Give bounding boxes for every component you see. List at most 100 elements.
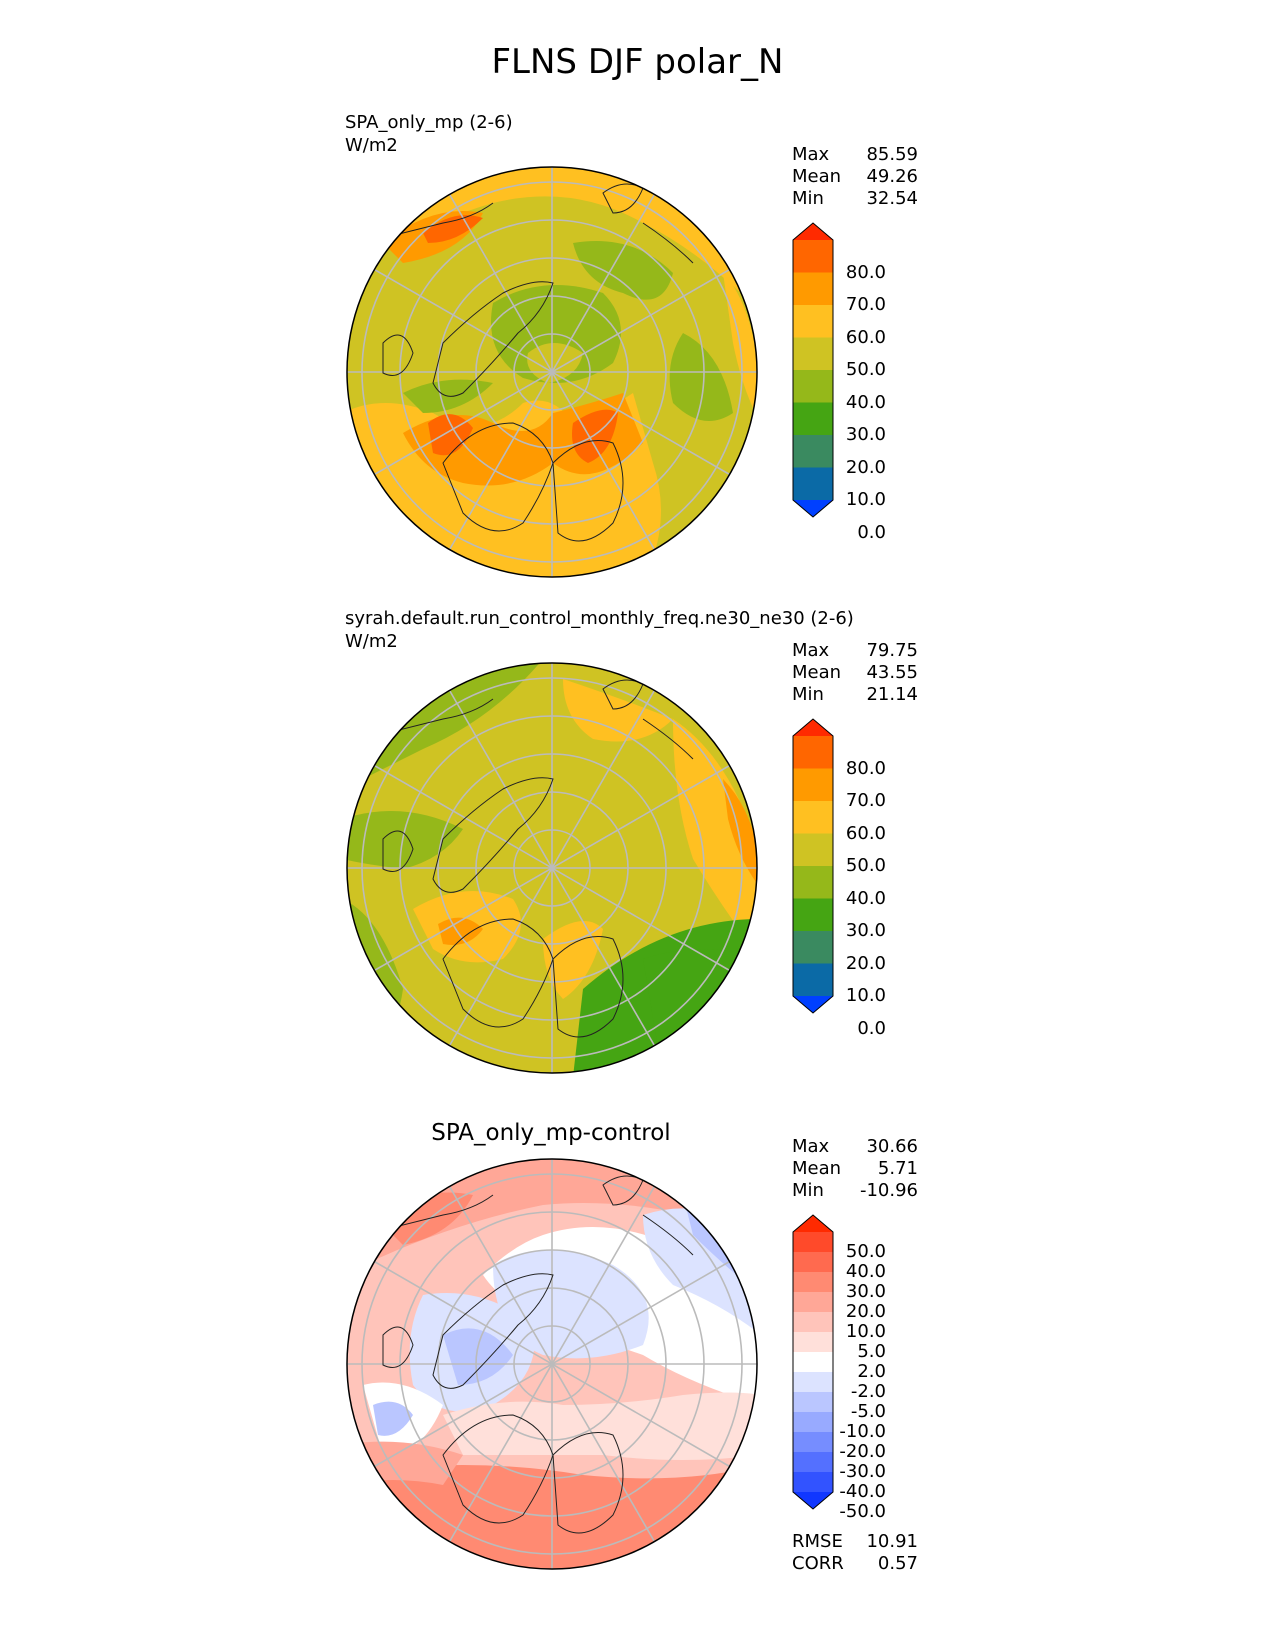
colorbar-segment [793,402,833,435]
colorbar-segment [793,719,833,736]
panel3-polar-map [346,1158,758,1570]
colorbar-segment [793,1352,833,1372]
colorbar-tick-label: 60.0 [845,822,886,844]
colorbar-tick-label: 70.0 [845,790,886,811]
colorbar-segment [793,1452,833,1472]
colorbar-segment [793,500,833,517]
colorbar-tick-label: 70.0 [845,294,886,315]
max-label: Max [792,1136,830,1157]
panel1-units: W/m2 [345,135,398,156]
mean-label: Mean [792,166,842,187]
min-label: Min [792,188,824,209]
min-value: -10.96 [859,1180,918,1201]
colorbar-tick-label: 50.0 [845,359,886,380]
colorbar-segment [793,768,833,801]
colorbar-tick-label: -2.0 [850,1381,886,1402]
colorbar-tick-label: -10.0 [839,1421,886,1442]
colorbar-segment [793,223,833,240]
corr-label: CORR [792,1553,844,1574]
colorbar-tick-label: 5.0 [857,1341,886,1362]
colorbar-segment [793,305,833,338]
panel1-colorbar [792,222,834,518]
panel1-name: SPA_only_mp (2-6) [345,112,513,133]
colorbar-segment [793,272,833,305]
panel3-title: SPA_only_mp-control [431,1120,671,1146]
colorbar-tick-label: 10.0 [845,489,886,510]
colorbar-tick-label: 0.0 [857,1017,886,1039]
colorbar-segment [793,1312,833,1332]
panel3-metrics: RMSE 10.91 CORR 0.57 [792,1531,918,1575]
colorbar-outline [792,1214,834,1510]
colorbar-tick-label: 10.0 [845,1321,886,1342]
colorbar-segment [793,996,833,1013]
colorbar-outline [792,222,834,518]
colorbar-segment [793,866,833,899]
max-value: 85.59 [866,144,918,165]
colorbar-tick-label: 80.0 [845,261,886,283]
panel2-polar-map [346,662,758,1074]
colorbar-segment [793,1492,833,1509]
colorbar-tick-label: 50.0 [845,1241,886,1262]
colorbar-tick-label: 80.0 [845,757,886,779]
mean-label: Mean [792,1158,842,1179]
colorbar-tick-label: -5.0 [850,1401,886,1422]
colorbar-segment [793,1392,833,1412]
colorbar-segment [793,370,833,403]
colorbar-segment [793,833,833,866]
colorbar-tick-label: -20.0 [839,1441,886,1462]
panel2-name: syrah.default.run_control_monthly_freq.n… [345,608,854,629]
colorbar-tick-label: 2.0 [857,1361,886,1382]
colorbar-segment [793,963,833,996]
colorbar-segment [793,1412,833,1432]
colorbar-tick-label: 30.0 [845,920,886,941]
colorbar-tick-label: 40.0 [845,391,886,413]
panel1-polar-map [346,166,758,578]
panel3-colorbar [792,1214,834,1510]
colorbar-segment [793,467,833,500]
colorbar-segment [793,931,833,964]
colorbar-segment [793,1232,833,1252]
colorbar-tick-label: 50.0 [845,855,886,876]
colorbar-segment [793,1432,833,1452]
colorbar-segment [793,801,833,834]
colorbar-tick-label: -30.0 [839,1461,886,1482]
panel2-colorbar [792,718,834,1014]
rmse-value: 10.91 [866,1531,918,1552]
colorbar-tick-label: 20.0 [845,1301,886,1322]
corr-value: 0.57 [877,1553,918,1574]
panel3-stats: Max 30.66 Mean 5.71 Min -10.96 [792,1136,918,1202]
colorbar-segment [793,1472,833,1492]
colorbar-segment [793,1252,833,1272]
min-value: 21.14 [866,684,918,705]
colorbar-segment [793,1332,833,1352]
colorbar-segment [793,1215,833,1232]
figure-title: FLNS DJF polar_N [491,42,784,82]
colorbar-segment [793,337,833,370]
panel2-label: syrah.default.run_control_monthly_freq.n… [345,607,854,653]
colorbar-segment [793,240,833,273]
min-label: Min [792,1180,824,1201]
mean-value: 49.26 [866,166,918,187]
colorbar-tick-label: 30.0 [845,424,886,445]
panel1-stats: Max 85.59 Mean 49.26 Min 32.54 [792,144,918,210]
colorbar-segment [793,1272,833,1292]
colorbar-tick-label: 30.0 [845,1281,886,1302]
colorbar-segment [793,435,833,468]
mean-value: 5.71 [877,1158,918,1179]
min-label: Min [792,684,824,705]
colorbar-tick-label: 60.0 [845,326,886,348]
colorbar-tick-label: 40.0 [845,887,886,909]
mean-label: Mean [792,662,842,683]
mean-value: 43.55 [866,662,918,683]
min-value: 32.54 [866,188,918,209]
panel2-units: W/m2 [345,631,398,652]
colorbar-tick-label: 20.0 [845,456,886,478]
colorbar-tick-label: 20.0 [845,952,886,974]
max-label: Max [792,144,830,165]
colorbar-segment [793,1292,833,1312]
colorbar-tick-label: 0.0 [857,521,886,543]
colorbar-tick-label: 10.0 [845,985,886,1006]
max-value: 79.75 [866,640,918,661]
rmse-label: RMSE [792,1531,843,1552]
max-value: 30.66 [866,1136,918,1157]
